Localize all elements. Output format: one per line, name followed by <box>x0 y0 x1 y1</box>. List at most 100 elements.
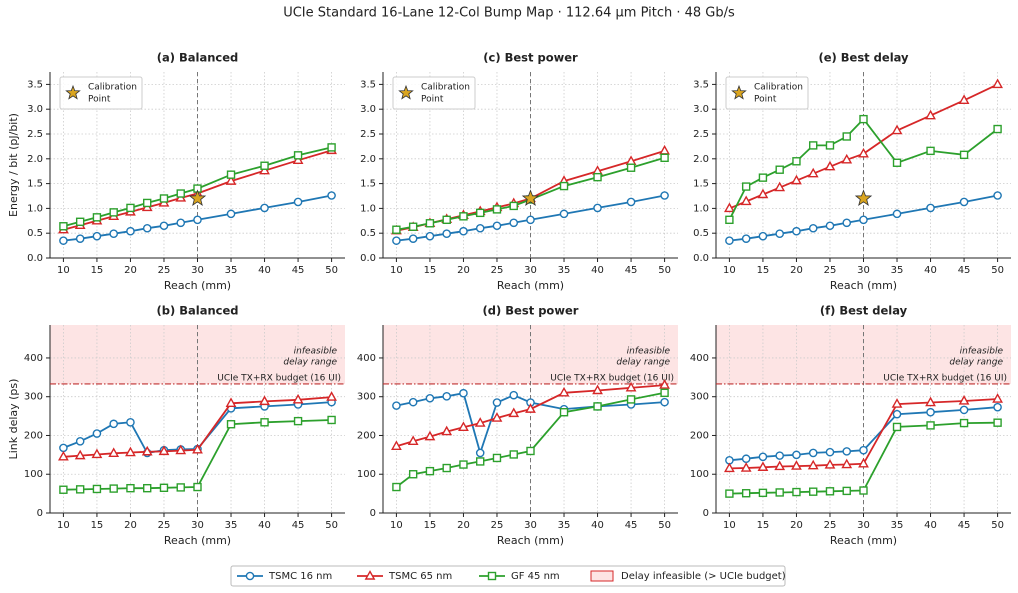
marker <box>824 459 836 469</box>
marker <box>559 209 569 219</box>
x-tick-label: 30 <box>857 520 870 531</box>
marker <box>774 181 786 192</box>
y-tick-label: 3.0 <box>360 104 376 115</box>
marker <box>758 488 768 498</box>
marker <box>176 483 185 492</box>
marker <box>141 445 153 456</box>
x-tick-label: 40 <box>924 265 937 276</box>
marker <box>408 234 418 243</box>
calibration-legend <box>725 76 809 110</box>
marker <box>509 218 519 228</box>
calibration-star <box>65 84 81 100</box>
x-tick-label: 45 <box>625 520 638 531</box>
marker <box>293 416 303 426</box>
marker <box>559 408 569 417</box>
x-tick-label: 50 <box>991 265 1004 276</box>
x-axis-label: Reach (mm) <box>164 279 231 292</box>
marker <box>442 463 451 473</box>
marker <box>775 165 784 174</box>
marker <box>474 417 486 427</box>
marker <box>59 443 68 453</box>
subplot-title: (d) Best power <box>483 304 579 318</box>
marker <box>825 487 835 496</box>
marker <box>725 489 734 498</box>
y-tick-label: 0 <box>370 508 376 519</box>
y-tick-label: 1.0 <box>27 203 43 214</box>
marker <box>775 451 784 460</box>
marker <box>75 485 85 494</box>
region-label: infeasible <box>960 347 1004 357</box>
x-tick-label: 20 <box>457 265 470 276</box>
marker <box>92 213 102 222</box>
marker <box>993 418 1002 427</box>
marker <box>442 229 451 238</box>
y-tick-label: 400 <box>24 353 43 364</box>
marker <box>757 188 769 199</box>
marker <box>659 144 670 155</box>
y-tick-label: 200 <box>690 430 709 441</box>
y-tick-label: 0.0 <box>360 253 376 264</box>
x-tick-label: 35 <box>558 520 571 531</box>
marker <box>825 221 835 231</box>
marker <box>126 483 135 493</box>
marker <box>841 458 853 469</box>
marker <box>126 226 135 236</box>
y-tick-label: 1.5 <box>693 179 709 190</box>
budget-label: UCIe TX+RX budget (16 UI) <box>217 373 341 383</box>
calibration-label: Calibration <box>88 83 137 93</box>
marker <box>958 395 970 405</box>
marker <box>775 229 784 238</box>
subplot-title: (b) Balanced <box>156 304 238 318</box>
x-axis-label: Reach (mm) <box>497 534 564 547</box>
marker <box>491 412 503 422</box>
marker <box>525 403 536 413</box>
x-tick-label: 40 <box>591 520 604 531</box>
y-tick-label: 0 <box>703 508 709 519</box>
marker <box>626 163 636 172</box>
y-tick-label: 0.5 <box>693 228 709 239</box>
region-label: infeasible <box>294 347 338 357</box>
marker <box>791 460 802 470</box>
subplot-title: (f) Best delay <box>820 304 908 318</box>
x-tick-label: 15 <box>91 520 104 531</box>
x-tick-label: 35 <box>558 265 571 276</box>
calibration-star <box>521 189 540 206</box>
marker <box>259 164 270 175</box>
marker <box>841 153 853 164</box>
plot-area <box>58 391 337 494</box>
y-tick-label: 2.5 <box>27 129 43 140</box>
marker <box>740 462 752 472</box>
marker <box>425 466 435 476</box>
marker <box>327 143 336 152</box>
marker <box>364 570 376 580</box>
figure-title: UCIe Standard 16-Lane 12-Col Bump Map · … <box>283 6 735 21</box>
marker <box>476 208 485 218</box>
marker <box>792 157 801 166</box>
x-tick-label: 10 <box>723 520 736 531</box>
y-tick-label: 300 <box>690 392 709 403</box>
marker <box>774 460 786 471</box>
y-tick-label: 3.0 <box>693 104 709 115</box>
x-tick-label: 25 <box>824 265 837 276</box>
y-tick-label: 3.5 <box>27 79 43 90</box>
y-tick-label: 300 <box>357 392 376 403</box>
marker <box>92 429 102 438</box>
x-tick-label: 25 <box>158 520 171 531</box>
x-tick-label: 15 <box>91 265 104 276</box>
y-tick-label: 1.5 <box>27 179 43 190</box>
marker <box>891 398 903 408</box>
x-tick-label: 45 <box>958 265 971 276</box>
x-tick-label: 30 <box>857 265 870 276</box>
x-tick-label: 35 <box>225 520 238 531</box>
marker <box>260 418 269 427</box>
marker <box>660 397 669 407</box>
marker <box>842 447 852 456</box>
marker <box>126 417 135 427</box>
y-tick-label: 3.0 <box>27 104 43 115</box>
marker <box>392 401 401 410</box>
x-tick-label: 45 <box>625 265 638 276</box>
x-tick-label: 40 <box>258 265 271 276</box>
marker <box>159 483 169 493</box>
y-tick-label: 0.0 <box>693 253 709 264</box>
marker <box>143 198 152 208</box>
